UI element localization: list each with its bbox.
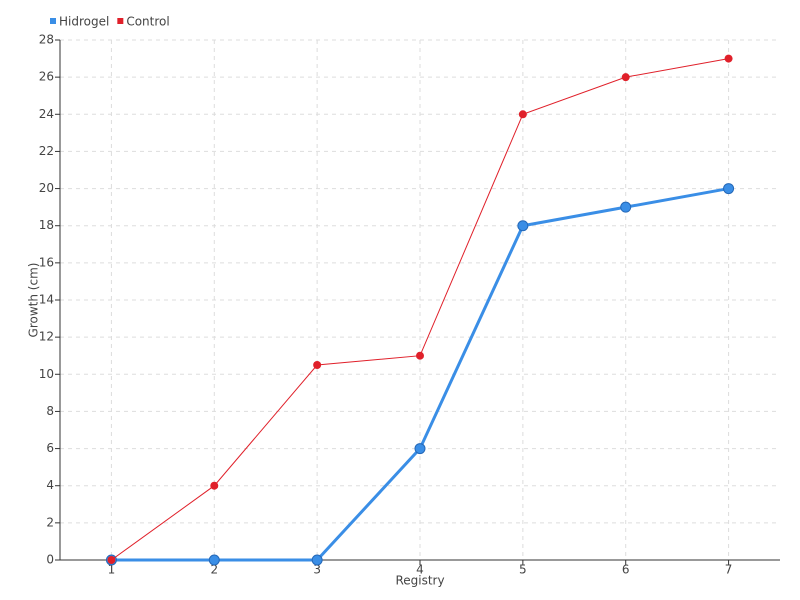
data-point	[416, 351, 424, 360]
y-tick-label: 2	[46, 515, 54, 529]
y-tick-label: 0	[46, 553, 54, 567]
data-point	[208, 554, 220, 566]
x-tick-label: 1	[108, 563, 116, 577]
data-point	[724, 54, 733, 63]
data-point	[414, 443, 426, 455]
y-tick-label: 20	[39, 181, 54, 195]
data-point	[210, 481, 219, 490]
data-point	[517, 220, 529, 232]
legend-label: Control	[126, 15, 169, 29]
x-tick-label: 3	[313, 563, 321, 577]
data-point	[518, 110, 527, 119]
data-point	[313, 361, 322, 369]
x-tick-label: 2	[210, 563, 218, 577]
y-tick-label: 14	[39, 293, 54, 307]
data-point	[621, 73, 630, 82]
y-tick-label: 8	[46, 404, 54, 418]
data-point	[723, 183, 735, 195]
y-tick-label: 4	[46, 478, 54, 492]
data-point	[311, 554, 323, 566]
y-tick-label: 6	[46, 441, 54, 455]
y-tick-label: 24	[39, 107, 54, 121]
y-tick-label: 22	[39, 144, 54, 158]
series-line	[111, 58, 729, 561]
y-tick-label: 10	[39, 367, 54, 381]
y-tick-label: 26	[39, 70, 54, 84]
data-point	[620, 201, 632, 213]
x-axis-label: Registry	[395, 574, 444, 588]
y-tick-label: 18	[39, 218, 54, 232]
y-tick-label: 28	[39, 33, 54, 47]
y-tick-label: 12	[39, 330, 54, 344]
x-tick-label: 6	[622, 563, 630, 577]
y-tick-label: 16	[39, 255, 54, 269]
legend-label: Hidrogel	[59, 15, 109, 29]
x-tick-label: 5	[519, 563, 527, 577]
x-tick-label: 4	[416, 563, 424, 577]
y-axis-label: Growth (cm)	[27, 263, 41, 338]
legend-marker	[50, 18, 56, 24]
data-point	[107, 556, 116, 564]
legend-marker	[117, 18, 124, 24]
x-tick-label: 7	[725, 563, 733, 577]
